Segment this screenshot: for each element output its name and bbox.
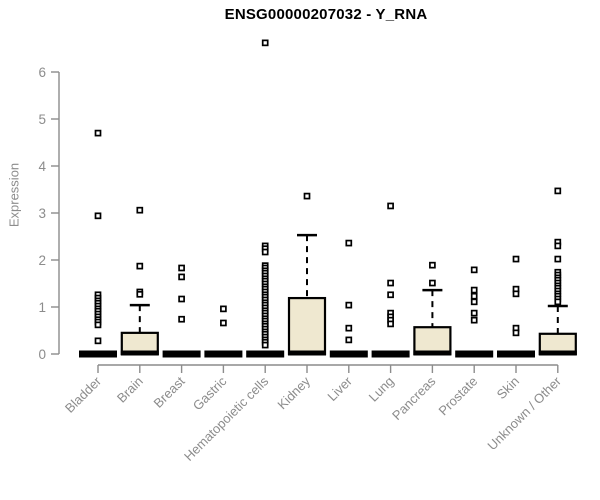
collapsed-box bbox=[204, 350, 243, 358]
outlier-point bbox=[387, 291, 394, 299]
collapsed-box bbox=[246, 350, 285, 358]
collapsed-box bbox=[162, 350, 201, 358]
outlier-point bbox=[94, 129, 102, 137]
outlier-point bbox=[554, 242, 562, 250]
outlier-point bbox=[220, 305, 227, 313]
box bbox=[413, 326, 452, 356]
x-tick-label: Unknown / Other bbox=[484, 373, 564, 453]
collapsed-box bbox=[371, 350, 410, 358]
y-tick-label: 0 bbox=[38, 347, 46, 362]
outlier-point bbox=[178, 264, 185, 272]
outlier-point bbox=[136, 206, 144, 214]
x-tick-label: Pancreas bbox=[389, 373, 439, 423]
outlier-point bbox=[345, 324, 353, 332]
outlier-point bbox=[554, 255, 562, 263]
x-tick-label: Liver bbox=[324, 373, 355, 404]
outlier-point bbox=[429, 261, 436, 269]
collapsed-box bbox=[497, 350, 535, 358]
y-tick-label: 2 bbox=[38, 253, 46, 268]
outlier-point bbox=[94, 321, 102, 329]
box bbox=[287, 296, 327, 356]
outlier-point bbox=[512, 329, 520, 337]
outlier-point bbox=[178, 273, 185, 281]
y-tick-label: 3 bbox=[38, 206, 46, 221]
collapsed-box bbox=[455, 350, 494, 358]
outlier-point bbox=[554, 187, 562, 195]
outlier-point bbox=[261, 39, 269, 47]
outlier-point bbox=[94, 337, 102, 345]
x-tick-label: Kidney bbox=[274, 373, 313, 412]
outlier-point bbox=[554, 298, 562, 306]
outlier-point bbox=[261, 341, 269, 349]
outlier-point bbox=[470, 286, 478, 294]
outlier-point bbox=[178, 315, 185, 323]
outlier-point bbox=[136, 262, 144, 270]
outlier-point bbox=[345, 301, 353, 309]
chart-title: ENSG00000207032 - Y_RNA bbox=[224, 6, 428, 23]
outlier-point bbox=[470, 292, 478, 300]
x-tick-label: Skin bbox=[494, 374, 522, 402]
outlier-point bbox=[178, 295, 185, 303]
collapsed-box bbox=[329, 350, 368, 358]
outlier-point bbox=[470, 316, 478, 324]
outlier-point bbox=[261, 248, 269, 256]
outlier-point bbox=[345, 239, 353, 247]
x-tick-label: Gastric bbox=[190, 373, 230, 413]
x-tick-label: Brain bbox=[114, 374, 146, 406]
outlier-point bbox=[303, 192, 311, 200]
outlier-point bbox=[470, 309, 478, 317]
outlier-point bbox=[345, 336, 353, 344]
x-tick-label: Prostate bbox=[435, 374, 480, 419]
outlier-point bbox=[387, 320, 394, 328]
outlier-point bbox=[470, 298, 478, 306]
x-tick-label: Breast bbox=[151, 373, 188, 410]
x-tick-label: Lung bbox=[366, 374, 397, 405]
y-tick-label: 6 bbox=[38, 65, 46, 80]
outlier-point bbox=[512, 255, 520, 263]
collapsed-box bbox=[79, 350, 117, 358]
outlier-point bbox=[429, 279, 436, 287]
y-tick-label: 4 bbox=[38, 159, 46, 174]
y-tick-label: 5 bbox=[38, 112, 46, 127]
outlier-point bbox=[387, 279, 394, 287]
outlier-point bbox=[387, 202, 394, 210]
outlier-point bbox=[94, 212, 102, 220]
outlier-point bbox=[220, 319, 227, 327]
outlier-point bbox=[470, 266, 478, 274]
x-tick-label: Bladder bbox=[62, 373, 105, 416]
y-tick-label: 1 bbox=[38, 300, 46, 315]
outlier-point bbox=[512, 290, 520, 298]
outlier-point bbox=[136, 290, 144, 298]
